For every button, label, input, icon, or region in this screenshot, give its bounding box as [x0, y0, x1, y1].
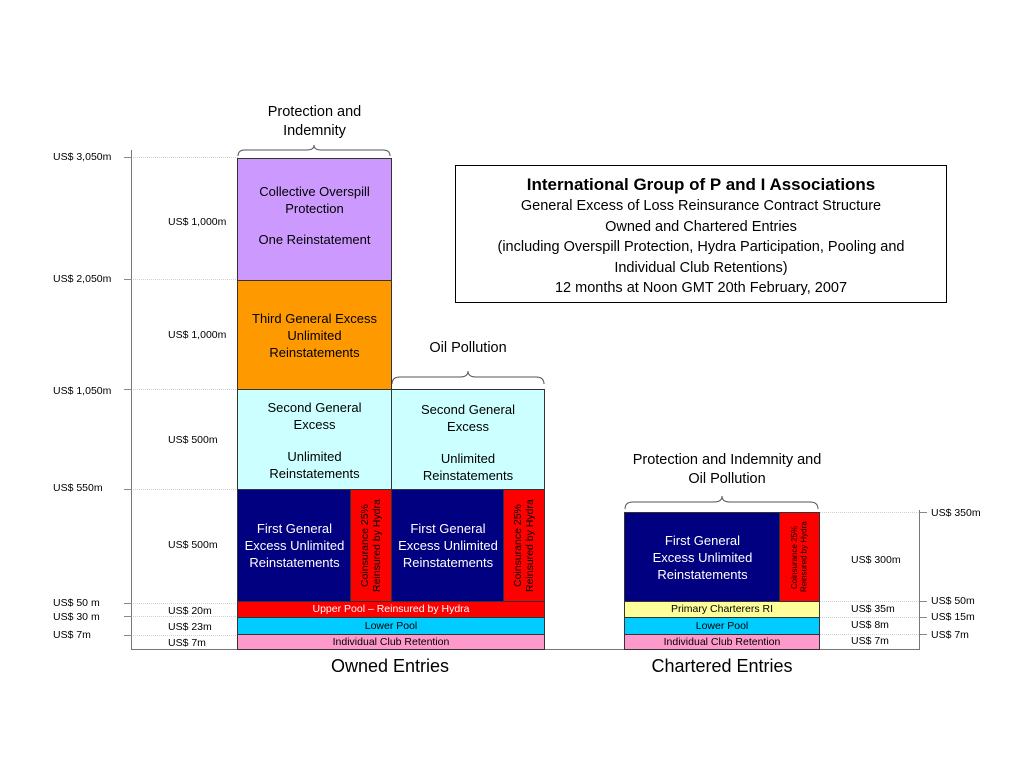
axis-tick-right [919, 601, 927, 602]
axis-label-2050: US$ 2,050m [53, 273, 112, 285]
gridline [131, 157, 238, 158]
axis-label-550: US$ 550m [53, 482, 103, 494]
axis-label-7: US$ 7m [53, 629, 91, 641]
amount-lower-pool: US$ 23m [168, 621, 212, 633]
layer-primary-charterers: Primary Charterers RI [624, 601, 820, 618]
axis-label-1050: US$ 1,050m [53, 385, 112, 397]
overspill-sub: One Reinstatement [258, 232, 371, 247]
brace-oil-pollution [391, 370, 545, 385]
title-line-1: General Excess of Loss Reinsurance Contr… [520, 198, 882, 214]
layer-second-general-excess-pi: Second General Excess Unlimited Reinstat… [237, 389, 392, 490]
layer-hydra-coinsurance-chartered: Coinsurance 25% Reinsured by Hydra [779, 512, 820, 602]
amount-third: US$ 1,000m [168, 329, 227, 341]
layer-first-general-excess-pi: First General Excess Unlimited Reinstate… [237, 489, 352, 602]
chartered-amount-8: US$ 8m [851, 619, 889, 631]
left-axis-line [131, 150, 132, 650]
gridline-right [820, 617, 919, 618]
chartered-first-title: First General Excess Unlimited Reinstate… [652, 532, 753, 582]
hydra-pi-text: Coinsurance 25% Reinsured by Hydra [359, 499, 383, 592]
lower-pool-chartered-label: Lower Pool [695, 619, 749, 632]
brace-protection-indemnity [237, 144, 391, 157]
footer-chartered-entries: Chartered Entries [651, 656, 793, 676]
amount-overspill: US$ 1,000m [168, 216, 227, 228]
layer-lower-pool-chartered: Lower Pool [624, 617, 820, 635]
title-line-3: (including Overspill Protection, Hydra P… [497, 239, 905, 276]
first-oil-title: First General Excess Unlimited Reinstate… [398, 521, 498, 570]
second-oil-title: Second General Excess [421, 402, 515, 434]
gridline-right [820, 634, 919, 635]
retention-chartered-label: Individual Club Retention [663, 635, 781, 648]
right-axis-label-50: US$ 50m [931, 595, 975, 607]
gridline [131, 389, 238, 390]
second-pi-sub: Unlimited Reinstatements [269, 449, 360, 481]
second-oil-sub: Unlimited Reinstatements [422, 451, 514, 483]
axis-label-3050: US$ 3,050m [53, 151, 112, 163]
primary-charterers-label: Primary Charterers RI [670, 603, 774, 615]
amount-second: US$ 500m [168, 434, 218, 446]
layer-first-general-excess-oil: First General Excess Unlimited Reinstate… [391, 489, 505, 602]
title-line-2: Owned and Chartered Entries [605, 218, 797, 235]
layer-retention-chartered: Individual Club Retention [624, 634, 820, 650]
gridline-right [820, 601, 919, 602]
header-oil-pollution: Oil Pollution [429, 340, 507, 356]
axis-tick [124, 635, 132, 636]
axis-tick [124, 157, 132, 158]
axis-tick [124, 603, 132, 604]
gridline [131, 616, 238, 617]
lower-pool-owned-label: Lower Pool [364, 619, 418, 632]
layer-third-general-excess: Third General Excess Unlimited Reinstate… [237, 280, 392, 390]
axis-tick [124, 279, 132, 280]
layer-retention-owned: Individual Club Retention [237, 634, 545, 650]
chartered-amount-7: US$ 7m [851, 635, 889, 647]
layer-hydra-coinsurance-pi: Coinsurance 25% Reinsured by Hydra [350, 489, 392, 602]
amount-retention: US$ 7m [168, 637, 206, 649]
brace-chartered [624, 495, 819, 510]
layer-lower-pool-owned: Lower Pool [237, 617, 545, 635]
amount-first: US$ 500m [168, 539, 218, 551]
upper-pool-label: Upper Pool – Reinsured by Hydra [312, 603, 470, 615]
layer-hydra-coinsurance-oil: Coinsurance 25% Reinsured by Hydra [503, 489, 545, 602]
axis-tick-right [919, 617, 927, 618]
gridline-right [820, 512, 919, 513]
header-protection-indemnity: Protection and Indemnity [267, 104, 362, 139]
axis-tick-right [919, 634, 927, 635]
axis-tick-right [919, 512, 927, 513]
title-box: International Group of P and I Associati… [455, 165, 947, 303]
layer-first-general-excess-chartered: First General Excess Unlimited Reinstate… [624, 512, 781, 602]
right-axis-label-350: US$ 350m [931, 507, 981, 519]
gridline [131, 489, 238, 490]
retention-owned-label: Individual Club Retention [332, 635, 450, 648]
header-chartered: Protection and Indemnity and Oil Polluti… [632, 452, 822, 487]
layer-collective-overspill: Collective Overspill Protection One Rein… [237, 158, 392, 281]
hydra-oil-text: Coinsurance 25% Reinsured by Hydra [512, 499, 536, 592]
gridline [131, 603, 238, 604]
footer-owned-entries: Owned Entries [330, 656, 450, 676]
title-main: International Group of P and I Associati… [526, 175, 876, 194]
first-pi-title: First General Excess Unlimited Reinstate… [244, 521, 345, 570]
gridline [131, 635, 238, 636]
axis-tick [124, 389, 132, 390]
axis-tick [124, 616, 132, 617]
overspill-title: Collective Overspill Protection [259, 184, 370, 216]
third-title: Third General Excess Unlimited Reinstate… [252, 310, 377, 360]
right-axis-line [919, 510, 920, 650]
axis-tick [124, 489, 132, 490]
right-axis-label-7: US$ 7m [931, 629, 969, 641]
gridline [131, 279, 238, 280]
axis-label-50: US$ 50 m [53, 597, 100, 609]
second-pi-title: Second General Excess [267, 400, 362, 432]
layer-second-general-excess-oil: Second General Excess Unlimited Reinstat… [391, 389, 545, 490]
chartered-amount-300: US$ 300m [851, 554, 901, 566]
amount-upper-pool: US$ 20m [168, 605, 212, 617]
chartered-amount-35: US$ 35m [851, 603, 895, 615]
right-axis-label-15: US$ 15m [931, 611, 975, 623]
title-line-4: 12 months at Noon GMT 20th February, 200… [554, 280, 848, 296]
hydra-chartered-text: Coinsurance 25% Reinsured by Hydra [790, 521, 809, 593]
axis-label-30: US$ 30 m [53, 611, 100, 623]
layer-upper-pool: Upper Pool – Reinsured by Hydra [237, 601, 545, 618]
